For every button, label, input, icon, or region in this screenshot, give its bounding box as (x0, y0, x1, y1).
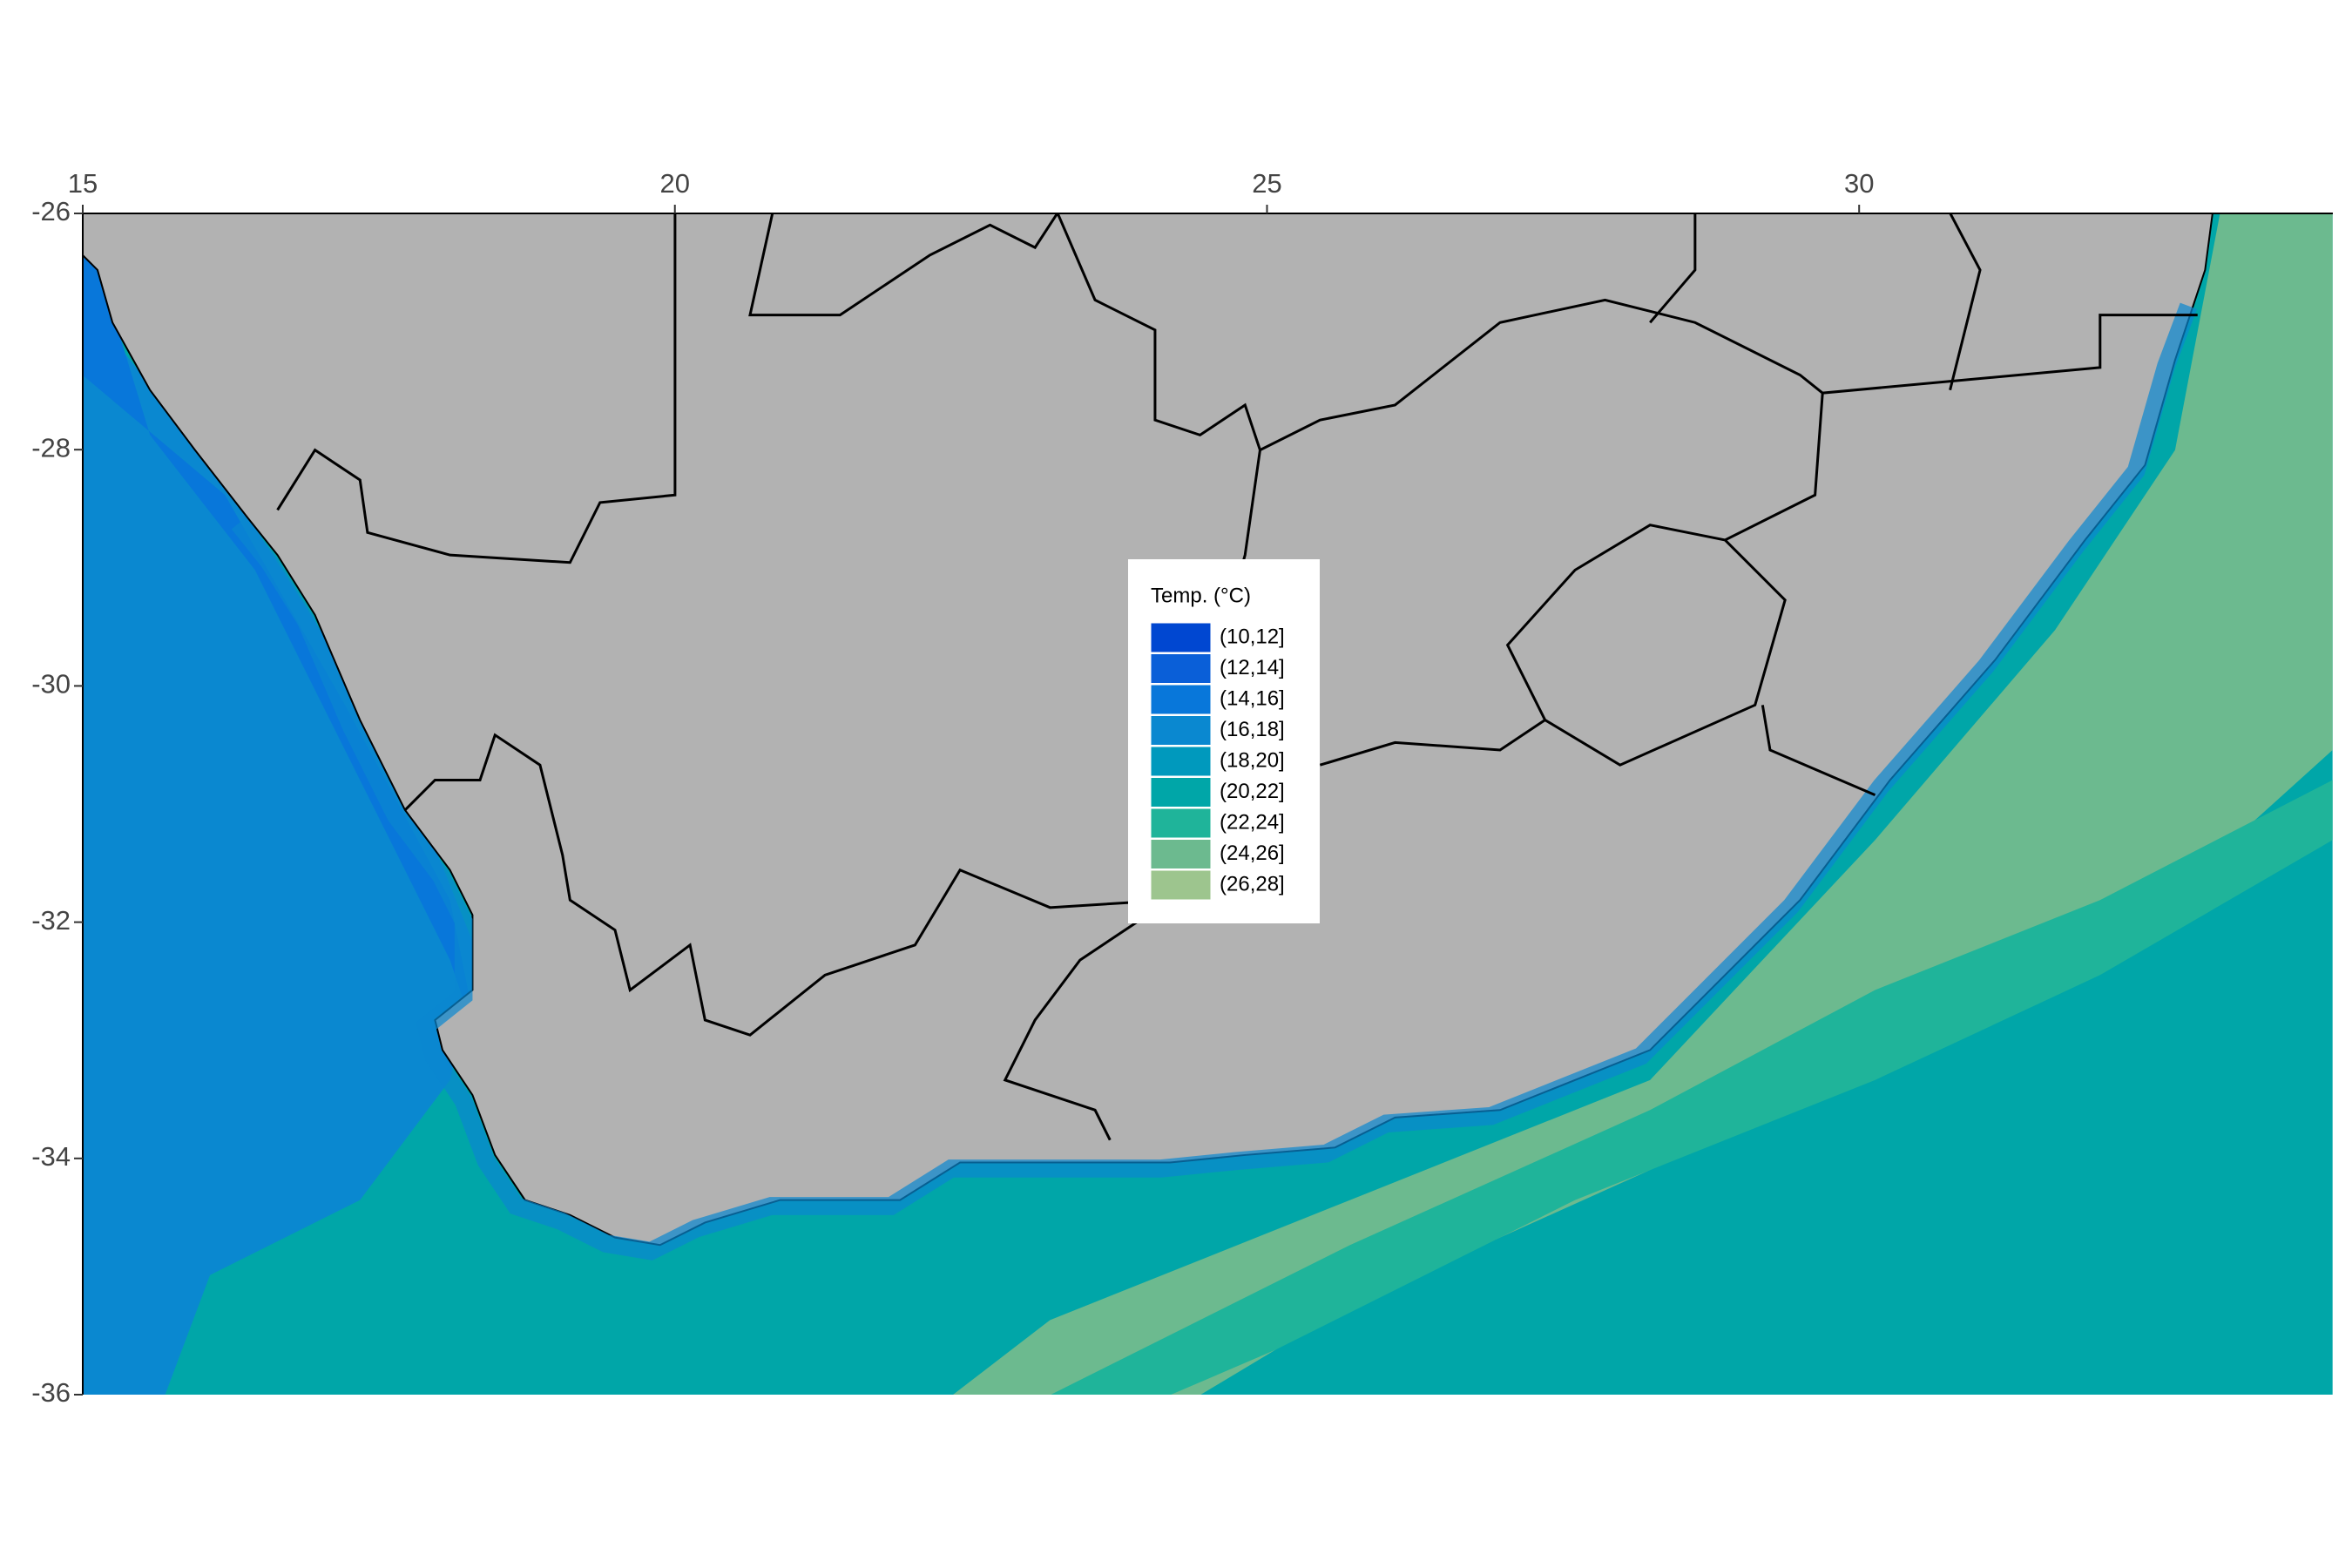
legend-label: (26,28] (1220, 872, 1285, 896)
y-tick-label: -26 (31, 196, 71, 226)
x-tick-label: 15 (68, 168, 98, 199)
legend-title: Temp. (°C) (1151, 584, 1251, 607)
legend-label: (14,16] (1220, 686, 1285, 710)
legend-swatch (1150, 746, 1212, 777)
legend-swatch (1150, 777, 1212, 808)
legend-label: (12,14] (1220, 656, 1285, 679)
x-tick-label: 25 (1252, 168, 1281, 199)
legend-swatch (1150, 715, 1212, 746)
legend-swatch (1150, 839, 1212, 869)
legend-swatch (1150, 808, 1212, 839)
legend-label: (16,18] (1220, 718, 1285, 741)
y-tick-label: -28 (31, 432, 71, 463)
legend-swatch (1150, 684, 1212, 715)
legend-label: (18,20] (1220, 748, 1285, 772)
cold-water (83, 300, 481, 1395)
x-tick-label: 20 (659, 168, 689, 199)
y-tick-label: -34 (31, 1141, 71, 1172)
y-tick-label: -30 (31, 669, 71, 700)
legend: Temp. (°C) (10,12] (12,14] (14,16] (16,18] (… (1128, 559, 1320, 923)
y-tick-label: -32 (31, 905, 71, 936)
legend-label: (10,12] (1220, 625, 1285, 648)
legend-swatch (1150, 622, 1212, 653)
coastal-cells (231, 302, 2198, 1260)
y-tick-label: -36 (31, 1377, 71, 1408)
legend-swatch (1150, 653, 1212, 684)
axes: 15 20 25 30 -26 -28 -30 -32 -34 -36 (31, 168, 1874, 1408)
borders (278, 213, 2198, 1140)
legend-label: (20,22] (1220, 780, 1285, 803)
legend-swatch (1150, 869, 1212, 901)
current-edge (1051, 780, 2333, 1395)
legend-label: (24,26] (1220, 841, 1285, 865)
x-tick-label: 30 (1844, 168, 1874, 199)
legend-label: (22,24] (1220, 810, 1285, 834)
